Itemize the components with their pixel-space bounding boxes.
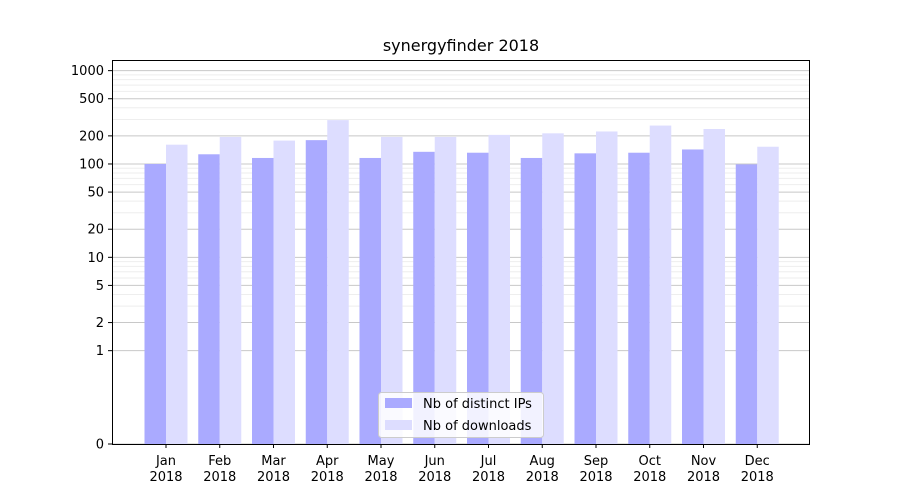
x-tick-label-line: 2018 [526,470,559,485]
bar [574,153,596,444]
y-tick-label: 50 [87,186,104,201]
bar [488,134,510,444]
chart-title: synergyfinder 2018 [383,36,539,55]
x-tick-label-line: Oct [639,454,661,469]
legend-swatch [385,420,412,430]
bar [198,154,220,445]
bar [144,163,166,445]
x-tick-label-line: Mar [261,454,286,469]
y-tick-label: 2 [96,316,104,331]
x-tick-label: Mar 2018 [257,454,290,485]
bar [467,152,489,444]
y-tick-label: 100 [79,157,104,172]
bar [219,136,242,444]
x-tick-label: Sep 2018 [579,454,612,485]
plot-frame [112,60,810,445]
y-tick-label: 1000 [71,64,104,79]
x-tick-label-line: Jul [480,454,497,469]
x-tick-label: Jun 2018 [418,454,451,485]
x-tick-label: Feb 2018 [203,454,236,485]
y-tick-label: 10 [87,251,104,266]
bar [542,133,564,444]
y-axis: 0 1 2 5 10 20 50 100 200 500 1000 [71,64,112,453]
bar [757,146,779,444]
x-tick-label-line: 2018 [149,470,182,485]
bar [682,149,704,444]
x-tick-label: Jan 2018 [149,454,182,485]
legend: Nb of distinct IPs Nb of downloads [378,392,544,438]
bar [327,120,349,445]
x-tick-label: Apr 2018 [311,454,344,485]
y-tick-label: 0 [96,438,104,453]
legend-swatch [385,398,412,408]
x-tick-label-line: Dec [745,454,770,469]
x-tick-label-line: 2018 [741,470,774,485]
bar [305,140,328,444]
bar [596,131,618,444]
x-tick-label-line: Feb [208,454,231,469]
bar [359,157,381,444]
x-tick-label-line: 2018 [364,470,397,485]
bar [434,136,457,444]
x-tick-label-line: 2018 [687,470,720,485]
y-tick-label: 500 [79,92,104,107]
bars [144,120,779,445]
y-tick-label: 1 [96,344,104,359]
x-tick-label-line: Nov [691,454,717,469]
x-tick-label-line: 2018 [311,470,344,485]
bar [649,125,672,444]
bar [735,164,758,445]
bar [413,151,435,444]
x-tick-label-line: 2018 [472,470,505,485]
x-tick-label-line: 2018 [203,470,236,485]
x-tick-label-line: 2018 [257,470,290,485]
bar [252,157,274,444]
x-tick-label: Nov 2018 [687,454,720,485]
legend-label: Nb of downloads [423,419,532,434]
x-tick-label-line: Sep [584,454,609,469]
x-tick-label-line: May [368,454,395,469]
y-tick-label: 200 [79,129,104,144]
y-tick-label: 20 [87,223,104,238]
bar [628,152,650,444]
x-tick-label-line: Jun [424,454,445,469]
x-tick-label: May 2018 [364,454,397,485]
x-tick-label: Dec 2018 [741,454,774,485]
x-tick-label: Oct 2018 [633,454,666,485]
legend-box [378,392,544,438]
legend-label: Nb of distinct IPs [423,397,532,412]
bar [520,157,543,444]
y-tick-label: 5 [96,279,104,294]
x-tick-label-line: Jan [155,454,176,469]
x-tick-label-line: 2018 [418,470,451,485]
bar [273,140,295,444]
x-tick-label-line: 2018 [579,470,612,485]
bar [703,128,725,445]
bar [166,144,188,445]
x-tick-label-line: Aug [530,454,555,469]
x-tick-label-line: Apr [316,454,339,469]
x-tick-label: Aug 2018 [526,454,559,485]
x-tick-label: Jul 2018 [472,454,505,485]
x-tick-label-line: 2018 [633,470,666,485]
bar [381,136,403,444]
